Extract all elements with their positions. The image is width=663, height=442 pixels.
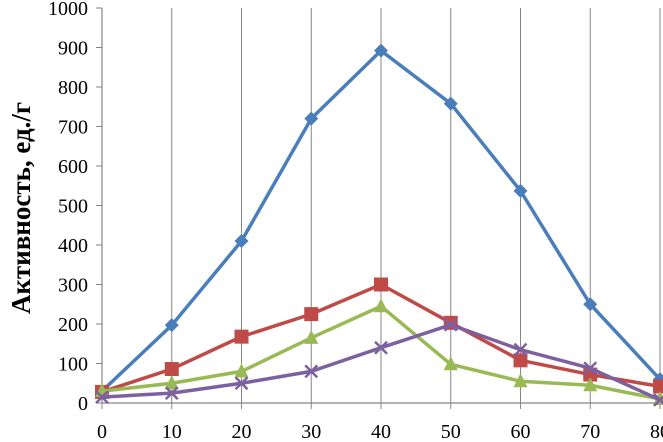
data-point <box>304 307 319 322</box>
data-point <box>583 361 598 376</box>
data-point <box>513 183 528 198</box>
data-point <box>583 377 598 392</box>
data-point <box>234 234 249 249</box>
series-layer <box>95 43 663 407</box>
data-point <box>443 317 458 332</box>
y-tick-label: 600 <box>58 156 88 178</box>
data-point <box>304 329 319 344</box>
y-tick-label: 700 <box>58 117 88 139</box>
x-tick-label: 60 <box>511 421 531 442</box>
data-point <box>95 390 109 404</box>
y-tick-label: 900 <box>58 38 88 60</box>
x-tick-label: 10 <box>162 421 182 442</box>
x-tick-label: 40 <box>371 421 391 442</box>
x-tick-label: 50 <box>441 421 461 442</box>
data-point <box>443 96 458 111</box>
y-tick-label: 200 <box>58 314 88 336</box>
y-tick-label: 0 <box>78 393 88 415</box>
x-tick-label: 70 <box>580 421 600 442</box>
data-point <box>583 297 598 312</box>
data-point <box>234 329 249 344</box>
data-point <box>304 364 319 379</box>
axes <box>96 7 661 409</box>
data-point <box>513 353 528 368</box>
data-point <box>234 363 249 378</box>
y-tick-label: 100 <box>58 354 88 376</box>
data-point <box>653 392 663 407</box>
series-4 <box>95 317 663 407</box>
y-tick-label: 800 <box>58 77 88 99</box>
series-1 <box>95 43 663 399</box>
tick-labels: 0 100 200 300 400 500 600 700 800 900 1000 0 10 20 30 4… <box>48 0 663 442</box>
data-point <box>443 356 458 371</box>
data-point <box>374 43 388 58</box>
data-point <box>374 277 388 292</box>
y-tick-label: 300 <box>58 275 88 297</box>
y-tick-label: 500 <box>58 196 88 218</box>
x-tick-label: 30 <box>301 421 321 442</box>
data-point <box>234 376 249 391</box>
data-point <box>513 342 528 357</box>
data-point <box>164 362 179 377</box>
data-point <box>304 111 319 126</box>
data-point <box>513 373 528 388</box>
data-point <box>164 386 179 401</box>
y-axis-label: Активность, ед./г <box>6 102 36 314</box>
data-point <box>164 318 179 333</box>
x-tick-label: 80 <box>650 421 663 442</box>
x-tick-label: 20 <box>232 421 252 442</box>
y-tick-label: 400 <box>58 235 88 257</box>
data-point <box>653 379 663 394</box>
x-tick-label: 0 <box>97 421 107 442</box>
data-point <box>374 340 388 355</box>
data-point <box>164 375 179 390</box>
y-tick-label: 1000 <box>48 0 88 20</box>
grid-lines <box>171 8 661 403</box>
data-point <box>374 298 388 313</box>
